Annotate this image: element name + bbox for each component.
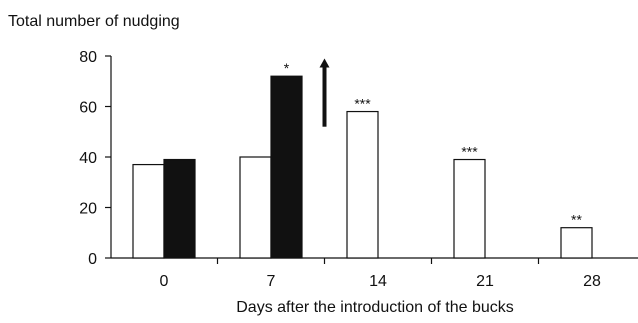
x-tick-label: 21	[476, 273, 494, 290]
x-axis-ticks: 0 7 14 21 28	[160, 258, 601, 290]
x-tick-label: 7	[267, 273, 276, 290]
significance-marker: ***	[354, 96, 371, 112]
y-tick-label: 40	[79, 150, 97, 167]
y-tick-label: 60	[79, 100, 97, 117]
x-axis-title: Days after the introduction of the bucks	[236, 299, 513, 316]
bar-day-0-series-2	[163, 158, 196, 259]
y-tick-label: 80	[79, 49, 97, 66]
y-axis-title: Total number of nudging	[8, 13, 180, 30]
bar-day-28-series-1	[560, 227, 593, 259]
x-tick-label: 0	[160, 273, 169, 290]
significance-marker: **	[571, 212, 582, 228]
x-tick-label: 14	[369, 273, 387, 290]
significance-marker: *	[284, 60, 290, 76]
bar-day-0-series-1	[132, 163, 165, 259]
significance-annotations: *********	[284, 60, 583, 228]
bar-day-7-series-2	[270, 75, 303, 259]
y-tick-label: 20	[79, 201, 97, 218]
bars	[132, 75, 593, 259]
y-tick-label: 0	[88, 251, 97, 268]
y-axis-ticks: 0 20 40 60 80	[79, 49, 111, 268]
bar-day-21-series-1	[453, 158, 486, 259]
bar-day-7-series-1	[239, 156, 272, 259]
arrow-head	[319, 58, 330, 68]
bar-day-14-series-1	[346, 110, 379, 259]
introduction-arrow	[319, 58, 330, 127]
significance-marker: ***	[461, 144, 478, 160]
x-tick-label: 28	[583, 273, 601, 290]
